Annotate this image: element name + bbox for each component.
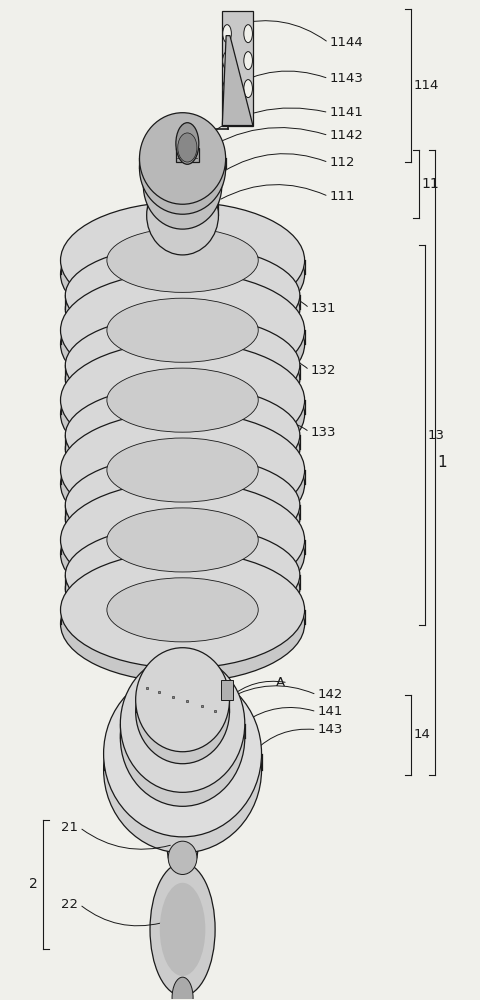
Text: 21: 21 (61, 821, 78, 834)
Text: 112: 112 (330, 156, 356, 169)
Circle shape (244, 25, 252, 43)
Ellipse shape (107, 578, 258, 642)
Circle shape (223, 80, 231, 98)
Text: 13: 13 (428, 429, 444, 442)
Text: 1141: 1141 (330, 106, 364, 119)
Ellipse shape (60, 426, 305, 542)
Ellipse shape (147, 146, 218, 225)
Ellipse shape (65, 315, 300, 415)
Ellipse shape (65, 385, 300, 485)
Ellipse shape (140, 123, 226, 214)
Bar (221, 680, 233, 700)
Ellipse shape (150, 863, 215, 996)
Circle shape (223, 25, 231, 43)
Ellipse shape (178, 133, 197, 162)
Ellipse shape (60, 552, 305, 668)
Circle shape (244, 80, 252, 98)
Ellipse shape (60, 356, 305, 472)
Ellipse shape (65, 539, 300, 639)
Text: 142: 142 (318, 688, 343, 701)
Ellipse shape (60, 412, 305, 528)
Ellipse shape (60, 202, 305, 319)
Ellipse shape (65, 399, 300, 499)
Text: 1142: 1142 (330, 129, 364, 142)
Ellipse shape (144, 125, 222, 212)
Ellipse shape (65, 329, 300, 429)
Text: A: A (276, 676, 286, 689)
Ellipse shape (140, 113, 226, 204)
Ellipse shape (172, 977, 193, 1000)
Ellipse shape (65, 469, 300, 569)
Ellipse shape (107, 298, 258, 362)
Bar (222, 11, 253, 126)
Ellipse shape (60, 286, 305, 402)
Ellipse shape (107, 508, 258, 572)
Ellipse shape (60, 272, 305, 388)
Polygon shape (140, 158, 226, 168)
Ellipse shape (160, 883, 205, 976)
Polygon shape (147, 185, 218, 215)
Text: 2: 2 (29, 877, 38, 891)
Ellipse shape (65, 245, 300, 345)
Ellipse shape (168, 841, 197, 874)
Ellipse shape (153, 661, 212, 728)
Ellipse shape (120, 655, 245, 792)
Ellipse shape (60, 566, 305, 682)
Text: 114: 114 (413, 79, 439, 92)
Ellipse shape (155, 728, 210, 782)
Circle shape (223, 52, 231, 70)
Text: 143: 143 (318, 723, 343, 736)
Ellipse shape (65, 525, 300, 625)
Ellipse shape (107, 368, 258, 432)
Text: 141: 141 (318, 705, 343, 718)
Ellipse shape (136, 648, 229, 752)
Text: 11: 11 (421, 177, 439, 191)
Text: 14: 14 (413, 728, 430, 741)
Bar (176, 148, 199, 162)
Circle shape (244, 52, 252, 70)
Polygon shape (153, 200, 212, 695)
Ellipse shape (60, 496, 305, 612)
Text: 1: 1 (437, 455, 447, 470)
Text: 133: 133 (311, 426, 336, 439)
Text: 1143: 1143 (330, 72, 364, 85)
Polygon shape (144, 168, 222, 185)
Ellipse shape (60, 342, 305, 458)
Ellipse shape (136, 660, 229, 764)
Ellipse shape (65, 259, 300, 359)
Ellipse shape (60, 482, 305, 598)
Polygon shape (222, 36, 253, 126)
Ellipse shape (144, 142, 222, 229)
Text: 132: 132 (311, 364, 336, 377)
Ellipse shape (153, 167, 212, 234)
Text: 1144: 1144 (330, 36, 364, 49)
Ellipse shape (107, 228, 258, 292)
Ellipse shape (65, 455, 300, 555)
Ellipse shape (104, 686, 262, 853)
Ellipse shape (107, 438, 258, 502)
Text: 111: 111 (330, 190, 356, 203)
Ellipse shape (104, 670, 262, 837)
Ellipse shape (147, 176, 218, 255)
Polygon shape (155, 755, 210, 858)
Text: 22: 22 (61, 898, 78, 911)
Text: 131: 131 (311, 302, 336, 315)
Ellipse shape (176, 123, 199, 164)
Ellipse shape (60, 216, 305, 333)
Ellipse shape (120, 669, 245, 806)
